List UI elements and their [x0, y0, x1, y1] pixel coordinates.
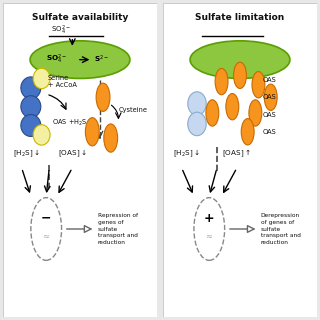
- Ellipse shape: [96, 83, 110, 111]
- Ellipse shape: [21, 96, 41, 118]
- Text: OAS: OAS: [263, 112, 277, 117]
- Ellipse shape: [85, 118, 99, 146]
- Text: Serine
+ AcCoA: Serine + AcCoA: [48, 75, 76, 88]
- Text: +: +: [204, 212, 215, 225]
- Ellipse shape: [252, 72, 265, 98]
- Text: [OAS]$\downarrow$: [OAS]$\downarrow$: [58, 148, 87, 159]
- Ellipse shape: [234, 62, 246, 89]
- Ellipse shape: [264, 84, 277, 110]
- Ellipse shape: [188, 112, 206, 136]
- Text: OAS +H$_2$S: OAS +H$_2$S: [52, 118, 88, 128]
- Text: OAS: OAS: [263, 129, 277, 135]
- Text: $\approx$: $\approx$: [41, 231, 51, 240]
- Ellipse shape: [190, 41, 290, 78]
- Ellipse shape: [104, 124, 118, 152]
- Text: [H$_2$S]$\downarrow$: [H$_2$S]$\downarrow$: [13, 148, 40, 159]
- Text: Sulfate limitation: Sulfate limitation: [196, 12, 284, 22]
- Text: Sulfate availability: Sulfate availability: [32, 12, 128, 22]
- Ellipse shape: [21, 115, 41, 136]
- Ellipse shape: [188, 92, 206, 115]
- Text: OAS: OAS: [263, 94, 277, 100]
- Text: SO$_4^{2-}$: SO$_4^{2-}$: [51, 23, 70, 36]
- Ellipse shape: [215, 68, 228, 95]
- Ellipse shape: [249, 100, 262, 126]
- Circle shape: [31, 198, 61, 260]
- FancyBboxPatch shape: [3, 3, 157, 317]
- Text: Repression of
genes of
sulfate
transport and
reduction: Repression of genes of sulfate transport…: [98, 213, 138, 245]
- Ellipse shape: [30, 41, 130, 78]
- Ellipse shape: [226, 93, 239, 120]
- Ellipse shape: [33, 68, 50, 89]
- Text: [OAS]$\uparrow$: [OAS]$\uparrow$: [222, 148, 252, 159]
- Text: S$^{2-}$: S$^{2-}$: [94, 54, 109, 65]
- Circle shape: [194, 198, 225, 260]
- Text: SO$_4^{2-}$: SO$_4^{2-}$: [46, 53, 68, 66]
- Text: [H$_2$S]$\downarrow$: [H$_2$S]$\downarrow$: [173, 148, 200, 159]
- Ellipse shape: [21, 77, 41, 99]
- Text: OAS: OAS: [263, 77, 277, 83]
- Text: Derepression
of genes of
sulfate
transport and
reduction: Derepression of genes of sulfate transpo…: [261, 213, 300, 245]
- Ellipse shape: [241, 119, 254, 145]
- Text: Cysteine: Cysteine: [118, 107, 148, 113]
- Ellipse shape: [33, 125, 50, 145]
- Text: −: −: [41, 212, 52, 225]
- Text: $\approx$: $\approx$: [204, 231, 214, 240]
- FancyBboxPatch shape: [163, 3, 317, 317]
- Ellipse shape: [206, 100, 219, 126]
